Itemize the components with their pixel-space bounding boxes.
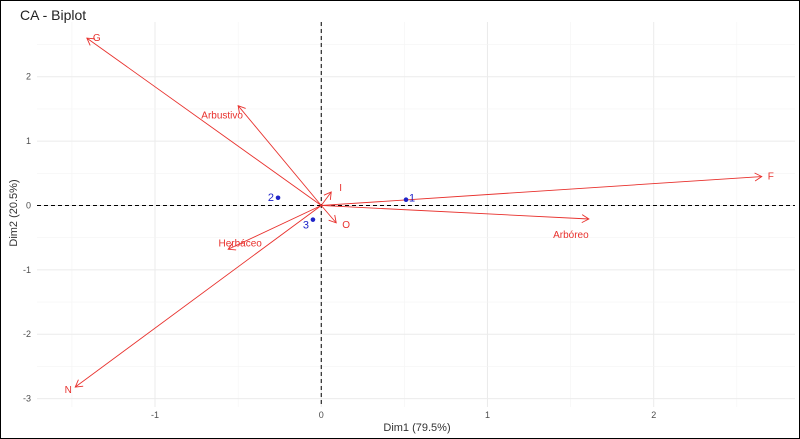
arrow-head — [74, 379, 84, 388]
arrow-label: N — [65, 385, 72, 396]
data-point — [310, 217, 316, 222]
x-tick-label: 2 — [651, 410, 656, 420]
y-tick-label: 1 — [26, 136, 31, 146]
arrow-line — [320, 191, 332, 206]
arrow-label: G — [93, 33, 101, 44]
arrow-line — [227, 205, 322, 250]
arrow-line — [320, 205, 337, 224]
arrow-head — [754, 172, 763, 182]
arrow-label: O — [342, 220, 350, 231]
arrow-head — [581, 214, 590, 224]
y-tick-label: -3 — [23, 394, 31, 404]
arrow-label: F — [768, 172, 774, 183]
y-tick-label: 0 — [26, 200, 31, 210]
arrow-head — [227, 242, 237, 251]
chart-title: CA - Biplot — [20, 7, 86, 23]
y-axis-label: Dim2 (20.5%) — [8, 179, 20, 246]
point-label: 3 — [303, 220, 309, 232]
zero-lines — [37, 22, 795, 407]
y-tick-label: -1 — [23, 265, 31, 275]
arrow-label: I — [339, 183, 342, 194]
x-tick-label: -1 — [151, 410, 159, 420]
arrow-line — [74, 205, 322, 388]
arrow-head — [328, 214, 337, 224]
data-point — [403, 197, 409, 202]
data-point — [275, 195, 281, 201]
y-tick-label: 2 — [26, 72, 31, 82]
arrows: G Arbustivo F I O Arbóreo Herbáceo N — [65, 33, 774, 396]
arrow-line — [321, 205, 589, 220]
arrow-head — [323, 191, 332, 200]
arrow-label: Herbáceo — [218, 238, 262, 249]
x-tick-label: 1 — [485, 410, 490, 420]
arrow-line — [321, 176, 762, 206]
y-tick-label: -2 — [23, 329, 31, 339]
arrow-head — [237, 105, 246, 114]
points: 1 2 3 — [268, 192, 415, 232]
point-label: 1 — [409, 193, 415, 205]
grid — [37, 22, 795, 407]
arrow-label: Arbustivo — [201, 111, 243, 122]
point-label: 2 — [268, 192, 274, 204]
arrow-line — [86, 37, 322, 206]
arrow-head — [86, 37, 95, 46]
ticks: -1 0 1 2 -3 -2 -1 0 1 2 — [23, 72, 656, 420]
x-axis-label: Dim1 (79.5%) — [383, 422, 450, 434]
arrow-line — [237, 105, 322, 206]
x-tick-label: 0 — [319, 410, 324, 420]
arrow-label: Arbóreo — [553, 230, 589, 241]
